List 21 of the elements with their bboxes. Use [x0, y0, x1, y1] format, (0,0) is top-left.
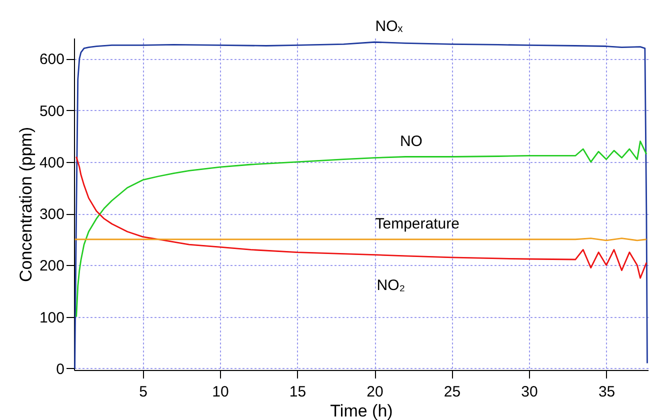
- annotation: NO: [400, 132, 422, 150]
- y-tick-label: 400: [39, 154, 64, 172]
- y-tick-label: 600: [39, 51, 64, 68]
- y-tick-label: 500: [39, 102, 64, 120]
- y-tick-label: 100: [39, 309, 64, 326]
- x-tick-label: 15: [289, 384, 306, 400]
- y-axis-title: Concentration (ppm): [16, 127, 36, 282]
- y-tick-label: 300: [39, 206, 64, 224]
- y-tick-label: 200: [39, 258, 64, 275]
- x-tick-label: 20: [366, 384, 384, 400]
- x-tick-label: 30: [521, 384, 538, 400]
- annotation: NOₓ: [375, 18, 403, 36]
- x-tick-label: 35: [598, 384, 616, 400]
- annotation: NO₂: [376, 276, 406, 294]
- x-axis-title: Time (h): [330, 402, 393, 420]
- y-tick-label: 0: [56, 360, 64, 378]
- line-series: [76, 156, 648, 279]
- x-tick-label: 5: [139, 384, 148, 400]
- annotation: Temperature: [375, 215, 460, 232]
- x-tick-label: 10: [212, 384, 229, 400]
- x-tick-label: 25: [444, 384, 461, 400]
